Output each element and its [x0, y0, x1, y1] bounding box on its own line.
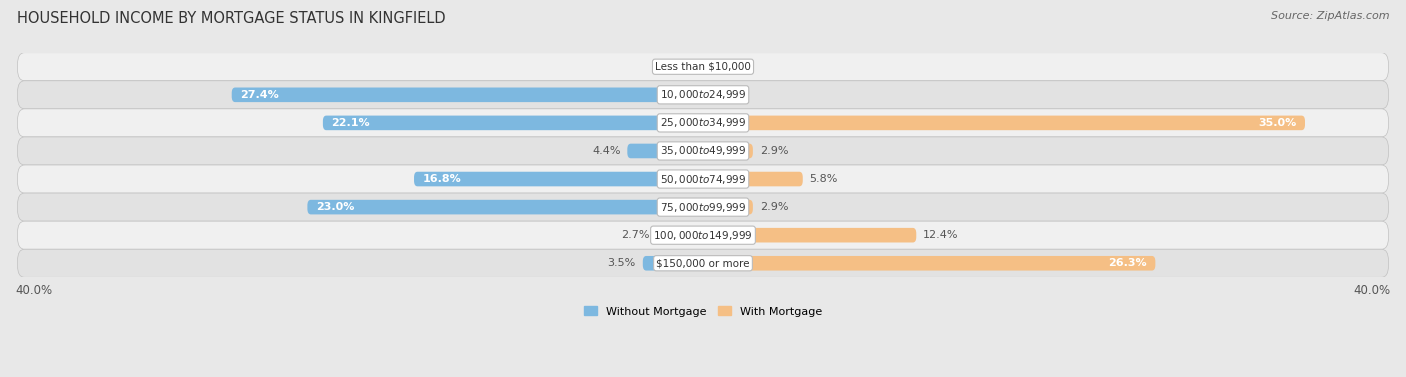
Text: Source: ZipAtlas.com: Source: ZipAtlas.com	[1271, 11, 1389, 21]
FancyBboxPatch shape	[18, 81, 1388, 109]
Text: 40.0%: 40.0%	[1354, 284, 1391, 297]
Text: $150,000 or more: $150,000 or more	[657, 258, 749, 268]
Text: 0.0%: 0.0%	[711, 62, 740, 72]
Text: 3.5%: 3.5%	[607, 258, 636, 268]
FancyBboxPatch shape	[703, 144, 752, 158]
Text: $10,000 to $24,999: $10,000 to $24,999	[659, 88, 747, 101]
Text: 26.3%: 26.3%	[1108, 258, 1147, 268]
Text: $75,000 to $99,999: $75,000 to $99,999	[659, 201, 747, 214]
FancyBboxPatch shape	[232, 87, 703, 102]
Text: 35.0%: 35.0%	[1258, 118, 1296, 128]
Text: 27.4%: 27.4%	[240, 90, 278, 100]
FancyBboxPatch shape	[18, 165, 1388, 193]
Text: 2.9%: 2.9%	[759, 202, 789, 212]
Text: Less than $10,000: Less than $10,000	[655, 62, 751, 72]
Text: $35,000 to $49,999: $35,000 to $49,999	[659, 144, 747, 158]
Text: 0.0%: 0.0%	[666, 62, 695, 72]
Text: 2.7%: 2.7%	[621, 230, 650, 240]
FancyBboxPatch shape	[703, 172, 803, 186]
Text: 4.4%: 4.4%	[592, 146, 620, 156]
FancyBboxPatch shape	[18, 53, 1388, 81]
Text: HOUSEHOLD INCOME BY MORTGAGE STATUS IN KINGFIELD: HOUSEHOLD INCOME BY MORTGAGE STATUS IN K…	[17, 11, 446, 26]
FancyBboxPatch shape	[703, 116, 1305, 130]
FancyBboxPatch shape	[323, 116, 703, 130]
Text: $50,000 to $74,999: $50,000 to $74,999	[659, 173, 747, 185]
FancyBboxPatch shape	[657, 228, 703, 242]
Text: 23.0%: 23.0%	[316, 202, 354, 212]
Text: 2.9%: 2.9%	[759, 146, 789, 156]
FancyBboxPatch shape	[18, 109, 1388, 137]
FancyBboxPatch shape	[18, 193, 1388, 221]
Text: $100,000 to $149,999: $100,000 to $149,999	[654, 229, 752, 242]
Text: 22.1%: 22.1%	[332, 118, 370, 128]
FancyBboxPatch shape	[643, 256, 703, 271]
Text: 12.4%: 12.4%	[924, 230, 959, 240]
Text: $25,000 to $34,999: $25,000 to $34,999	[659, 116, 747, 129]
FancyBboxPatch shape	[18, 221, 1388, 249]
Text: 16.8%: 16.8%	[423, 174, 461, 184]
FancyBboxPatch shape	[703, 256, 1156, 271]
Text: 40.0%: 40.0%	[15, 284, 52, 297]
Text: 5.8%: 5.8%	[810, 174, 838, 184]
FancyBboxPatch shape	[18, 137, 1388, 165]
Text: 0.0%: 0.0%	[711, 90, 740, 100]
FancyBboxPatch shape	[703, 200, 752, 215]
FancyBboxPatch shape	[703, 228, 917, 242]
FancyBboxPatch shape	[627, 144, 703, 158]
Legend: Without Mortgage, With Mortgage: Without Mortgage, With Mortgage	[579, 302, 827, 321]
FancyBboxPatch shape	[18, 249, 1388, 277]
FancyBboxPatch shape	[413, 172, 703, 186]
FancyBboxPatch shape	[308, 200, 703, 215]
